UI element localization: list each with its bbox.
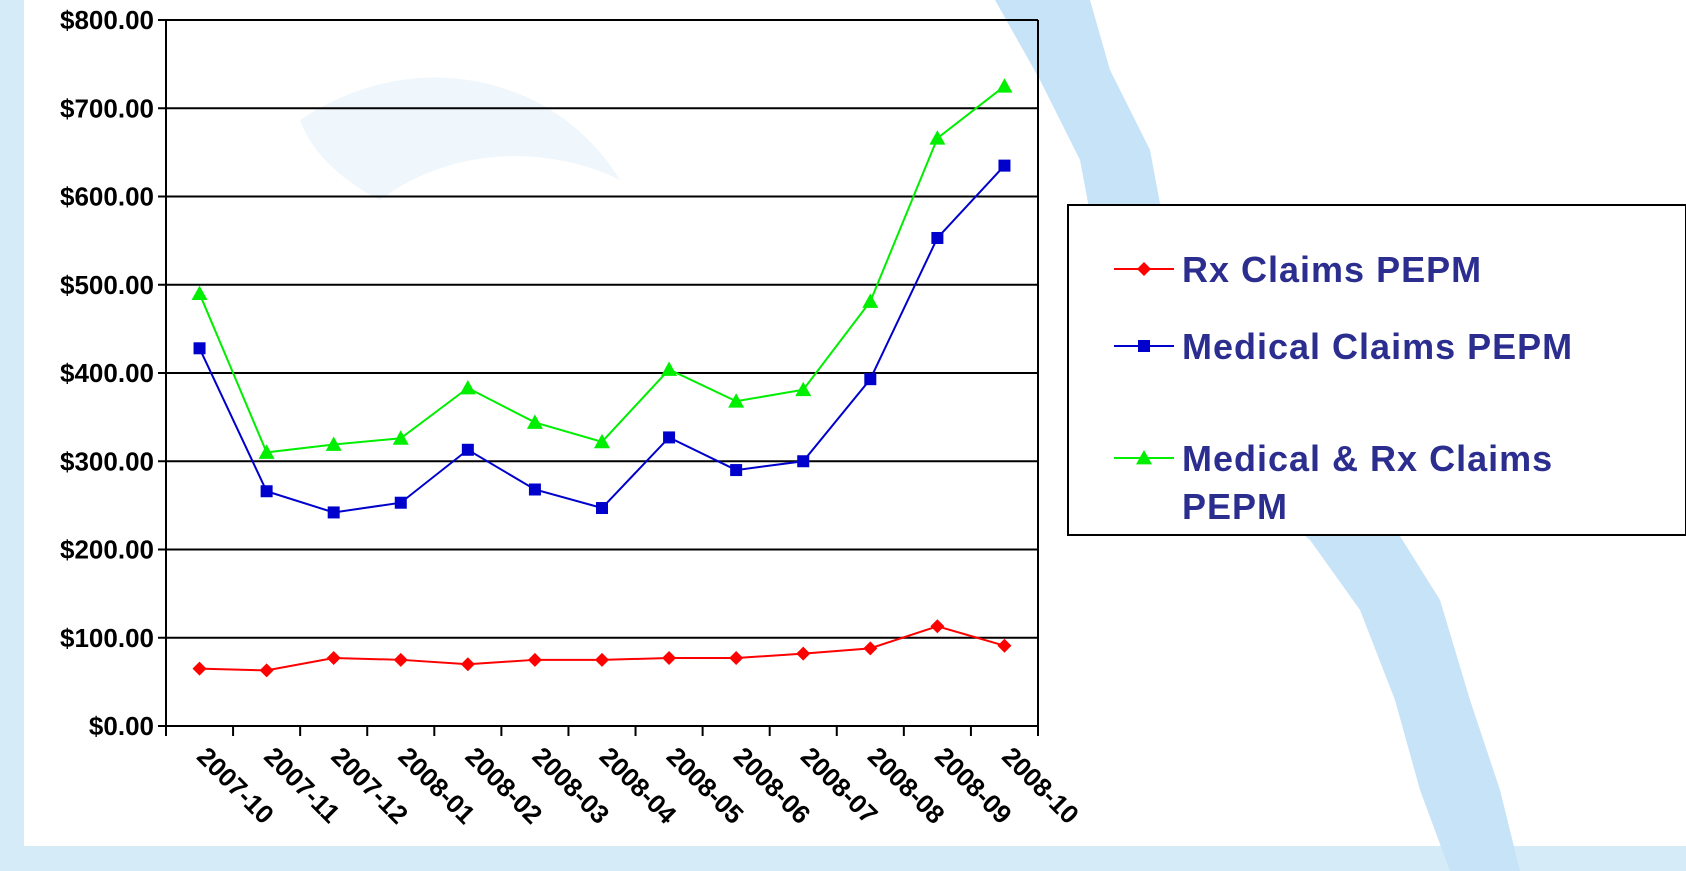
data-point-square — [998, 159, 1011, 172]
data-point-diamond — [460, 657, 475, 672]
data-point-diamond — [930, 619, 945, 634]
data-point-square — [797, 455, 810, 468]
data-point-square — [528, 483, 541, 496]
axes — [158, 19, 1039, 736]
data-point-diamond — [259, 663, 274, 678]
y-tick-label: $200.00 — [60, 535, 154, 565]
legend-label: Rx Claims PEPM — [1182, 249, 1482, 290]
legend: Rx Claims PEPM Medical Claims PEPM Medical… — [1067, 204, 1686, 536]
data-point-triangle — [1136, 450, 1152, 465]
legend-label: PEPM — [1182, 486, 1288, 527]
data-point-triangle — [191, 285, 208, 300]
y-tick-label: $500.00 — [60, 270, 154, 300]
y-tick-label: $0.00 — [89, 711, 154, 741]
data-point-diamond — [527, 652, 542, 667]
series-diamond — [192, 619, 1012, 678]
data-point-triangle — [795, 381, 812, 397]
data-point-square — [663, 431, 676, 444]
data-point-square — [461, 443, 474, 456]
y-tick-label: $300.00 — [60, 446, 154, 476]
data-point-triangle — [661, 361, 678, 376]
series-triangle — [191, 78, 1013, 459]
data-point-square — [931, 231, 944, 244]
data-point-triangle — [459, 380, 476, 395]
data-point-triangle — [728, 393, 745, 408]
legend-box — [1067, 204, 1686, 536]
y-tick-label: $400.00 — [60, 358, 154, 388]
data-point-diamond — [729, 651, 744, 666]
y-tick-label: $800.00 — [60, 5, 154, 35]
y-tick-labels: $0.00 $100.00 $200.00 $300.00 $400.00 $500.00… — [60, 5, 154, 741]
legend-label: Medical Claims PEPM — [1182, 326, 1573, 367]
data-point-triangle — [862, 293, 879, 308]
data-point-diamond — [393, 652, 408, 667]
y-tick-label: $600.00 — [60, 182, 154, 212]
y-tick-label: $700.00 — [60, 93, 154, 123]
legend-label: Medical & Rx Claims — [1182, 438, 1553, 479]
data-point-diamond — [997, 638, 1012, 653]
data-point-diamond — [863, 641, 878, 656]
data-point-diamond — [326, 651, 341, 666]
data-point-triangle — [929, 130, 946, 145]
data-point-square — [596, 502, 608, 515]
data-point-square — [193, 342, 206, 355]
series-lines — [191, 78, 1013, 678]
data-point-triangle — [392, 430, 409, 445]
data-point-square — [730, 464, 743, 477]
series-square — [193, 159, 1011, 519]
data-point-triangle — [594, 433, 610, 449]
data-point-diamond — [796, 646, 811, 661]
data-point-square — [864, 373, 877, 386]
y-tick-label: $100.00 — [60, 623, 154, 653]
data-point-triangle — [996, 78, 1013, 93]
data-point-square — [327, 506, 340, 519]
data-point-triangle — [325, 436, 342, 451]
data-point-diamond — [662, 651, 677, 666]
data-point-triangle — [526, 414, 543, 429]
gridlines — [166, 19, 1038, 727]
data-point-diamond — [1137, 262, 1151, 276]
x-tick-labels: 2007-102007-112007-122008-012008-022008-… — [191, 741, 1085, 830]
data-point-diamond — [192, 661, 207, 676]
data-point-triangle — [258, 444, 275, 459]
data-point-square — [1138, 340, 1150, 352]
data-point-square — [260, 485, 273, 498]
data-point-square — [394, 496, 407, 509]
data-point-diamond — [595, 652, 609, 667]
